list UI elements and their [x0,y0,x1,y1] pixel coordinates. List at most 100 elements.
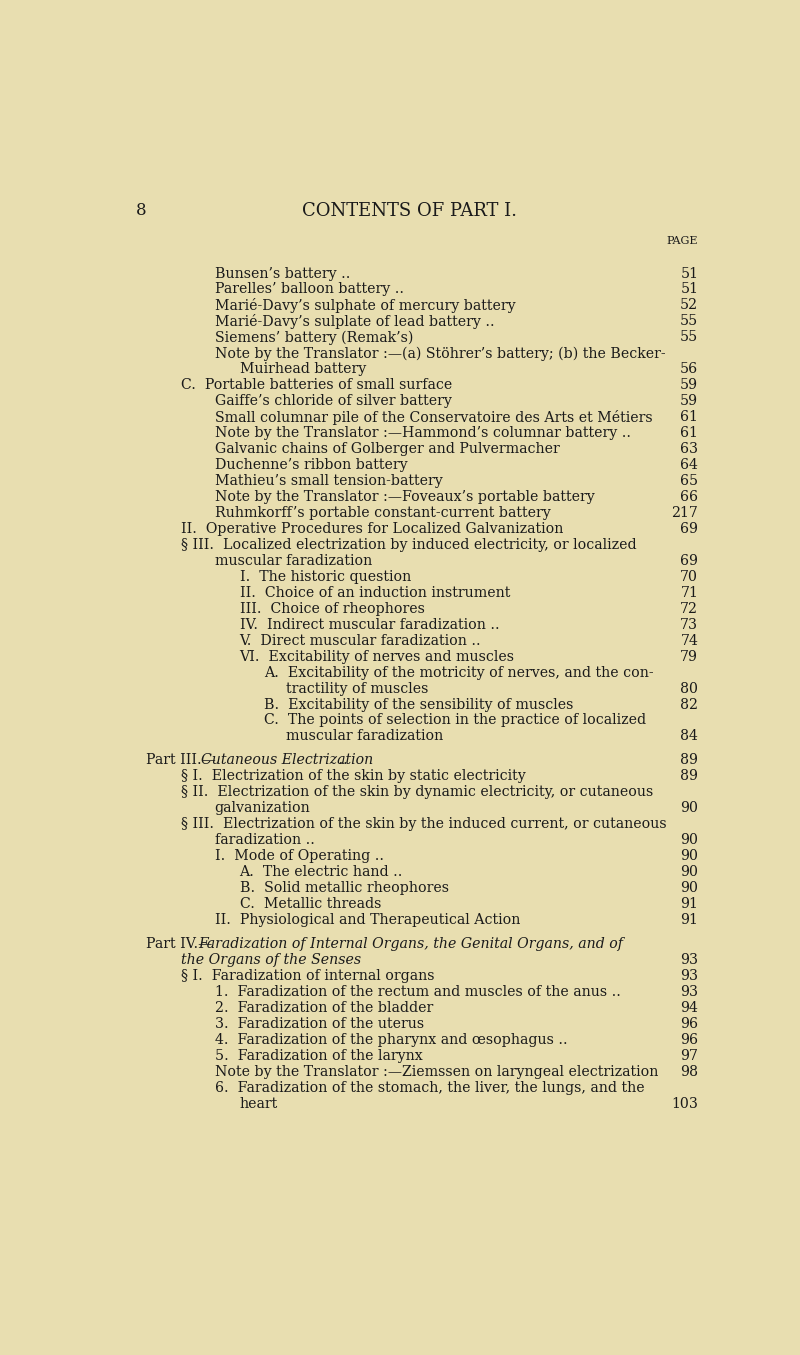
Text: § I.  Electrization of the skin by static electricity: § I. Electrization of the skin by static… [181,770,526,783]
Text: 91: 91 [681,897,698,911]
Text: B.  Solid metallic rheophores: B. Solid metallic rheophores [239,881,449,896]
Text: 72: 72 [680,602,698,615]
Text: 90: 90 [680,801,698,816]
Text: 1.  Faradization of the rectum and muscles of the anus ..: 1. Faradization of the rectum and muscle… [214,985,621,999]
Text: Siemens’ battery (Remak’s): Siemens’ battery (Remak’s) [214,331,413,344]
Text: 84: 84 [681,729,698,744]
Text: 90: 90 [680,850,698,863]
Text: 51: 51 [680,267,698,280]
Text: V.  Direct muscular faradization ..: V. Direct muscular faradization .. [239,634,481,648]
Text: 89: 89 [680,753,698,767]
Text: 71: 71 [681,585,698,600]
Text: II.  Operative Procedures for Localized Galvanization: II. Operative Procedures for Localized G… [181,522,563,537]
Text: CONTENTS OF PART I.: CONTENTS OF PART I. [302,202,518,221]
Text: 8: 8 [136,202,146,220]
Text: C.  Metallic threads: C. Metallic threads [239,897,381,911]
Text: 69: 69 [680,554,698,568]
Text: 59: 59 [680,394,698,408]
Text: 91: 91 [681,913,698,927]
Text: 69: 69 [680,522,698,537]
Text: Galvanic chains of Golberger and Pulvermacher: Galvanic chains of Golberger and Pulverm… [214,442,559,457]
Text: 56: 56 [680,362,698,377]
Text: Marié-Davy’s sulplate of lead battery ..: Marié-Davy’s sulplate of lead battery .. [214,314,494,329]
Text: 93: 93 [680,953,698,967]
Text: 63: 63 [680,442,698,457]
Text: 96: 96 [680,1016,698,1031]
Text: Part III.—: Part III.— [146,753,216,767]
Text: A.  The electric hand ..: A. The electric hand .. [239,864,403,879]
Text: 103: 103 [671,1096,698,1111]
Text: Marié-Davy’s sulphate of mercury battery: Marié-Davy’s sulphate of mercury battery [214,298,515,313]
Text: 51: 51 [680,282,698,297]
Text: 61: 61 [681,425,698,440]
Text: 3.  Faradization of the uterus: 3. Faradization of the uterus [214,1016,424,1031]
Text: I.  Mode of Operating ..: I. Mode of Operating .. [214,850,384,863]
Text: 80: 80 [680,682,698,695]
Text: Mathieu’s small tension-battery: Mathieu’s small tension-battery [214,474,442,488]
Text: 93: 93 [680,985,698,999]
Text: C.  Portable batteries of small surface: C. Portable batteries of small surface [181,378,452,392]
Text: the Organs of the Senses: the Organs of the Senses [181,953,361,967]
Text: Ruhmkorff’s portable constant-current battery: Ruhmkorff’s portable constant-current ba… [214,505,550,520]
Text: PAGE: PAGE [666,236,698,245]
Text: 6.  Faradization of the stomach, the liver, the lungs, and the: 6. Faradization of the stomach, the live… [214,1081,644,1095]
Text: muscular faradization: muscular faradization [286,729,443,744]
Text: § III.  Electrization of the skin by the induced current, or cutaneous: § III. Electrization of the skin by the … [181,817,666,831]
Text: Faradization of Internal Organs, the Genital Organs, and of: Faradization of Internal Organs, the Gen… [198,936,623,951]
Text: § I.  Faradization of internal organs: § I. Faradization of internal organs [181,969,434,982]
Text: 55: 55 [680,331,698,344]
Text: 70: 70 [680,570,698,584]
Text: 59: 59 [680,378,698,392]
Text: muscular faradization: muscular faradization [214,554,372,568]
Text: 73: 73 [680,618,698,631]
Text: § II.  Electrization of the skin by dynamic electricity, or cutaneous: § II. Electrization of the skin by dynam… [181,786,653,799]
Text: Small columnar pile of the Conservatoire des Arts et Métiers: Small columnar pile of the Conservatoire… [214,411,652,425]
Text: Muirhead battery: Muirhead battery [239,362,366,377]
Text: 55: 55 [680,314,698,328]
Text: 96: 96 [680,1033,698,1047]
Text: Bunsen’s battery ..: Bunsen’s battery .. [214,267,350,280]
Text: Note by the Translator :—Hammond’s columnar battery ..: Note by the Translator :—Hammond’s colum… [214,425,630,440]
Text: Parelles’ balloon battery ..: Parelles’ balloon battery .. [214,282,404,297]
Text: galvanization: galvanization [214,801,310,816]
Text: § III.  Localized electrization by induced electricity, or localized: § III. Localized electrization by induce… [181,538,636,551]
Text: 98: 98 [680,1065,698,1079]
Text: 94: 94 [681,1001,698,1015]
Text: B.  Excitability of the sensibility of muscles: B. Excitability of the sensibility of mu… [264,698,574,711]
Text: Note by the Translator :—Foveaux’s portable battery: Note by the Translator :—Foveaux’s porta… [214,491,594,504]
Text: 4.  Faradization of the pharynx and œsophagus ..: 4. Faradization of the pharynx and œsoph… [214,1033,567,1047]
Text: 52: 52 [680,298,698,313]
Text: 5.  Faradization of the larynx: 5. Faradization of the larynx [214,1049,422,1062]
Text: 65: 65 [680,474,698,488]
Text: IV.  Indirect muscular faradization ..: IV. Indirect muscular faradization .. [239,618,499,631]
Text: 66: 66 [680,491,698,504]
Text: 61: 61 [681,411,698,424]
Text: 89: 89 [680,770,698,783]
Text: VI.  Excitability of nerves and muscles: VI. Excitability of nerves and muscles [239,649,514,664]
Text: faradization ..: faradization .. [214,833,314,847]
Text: II.  Physiological and Therapeutical Action: II. Physiological and Therapeutical Acti… [214,913,520,927]
Text: 64: 64 [681,458,698,472]
Text: tractility of muscles: tractility of muscles [286,682,428,695]
Text: 90: 90 [680,833,698,847]
Text: I.  The historic question: I. The historic question [239,570,410,584]
Text: 82: 82 [680,698,698,711]
Text: Note by the Translator :—Ziemssen on laryngeal electrization: Note by the Translator :—Ziemssen on lar… [214,1065,658,1079]
Text: 217: 217 [671,505,698,520]
Text: 90: 90 [680,864,698,879]
Text: Note by the Translator :—(a) Stöhrer’s battery; (b) the Becker-: Note by the Translator :—(a) Stöhrer’s b… [214,347,666,360]
Text: Part IV.—: Part IV.— [146,936,213,951]
Text: 74: 74 [681,634,698,648]
Text: Duchenne’s ribbon battery: Duchenne’s ribbon battery [214,458,407,472]
Text: 90: 90 [680,881,698,896]
Text: 79: 79 [680,649,698,664]
Text: III.  Choice of rheophores: III. Choice of rheophores [239,602,424,615]
Text: ..: .. [334,753,348,767]
Text: C.  The points of selection in the practice of localized: C. The points of selection in the practi… [264,714,646,728]
Text: 97: 97 [680,1049,698,1062]
Text: Cutaneous Electrization: Cutaneous Electrization [201,753,373,767]
Text: A.  Excitability of the motricity of nerves, and the con-: A. Excitability of the motricity of nerv… [264,665,654,680]
Text: II.  Choice of an induction instrument: II. Choice of an induction instrument [239,585,510,600]
Text: 93: 93 [680,969,698,982]
Text: 2.  Faradization of the bladder: 2. Faradization of the bladder [214,1001,433,1015]
